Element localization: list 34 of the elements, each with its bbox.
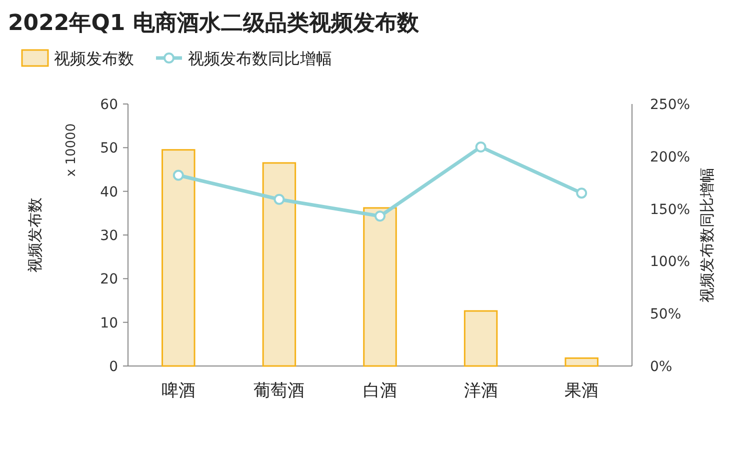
- y-axis-title: 视频发布数: [26, 198, 44, 272]
- y2-tick-label: 250%: [650, 97, 690, 113]
- point: [274, 194, 285, 205]
- y2-tick-label: 100%: [650, 254, 690, 270]
- bar: [162, 149, 196, 367]
- y2-tick-label: 150%: [650, 202, 690, 218]
- y2-tick-label: 0%: [650, 359, 672, 375]
- y-tick-label: 50: [100, 140, 118, 157]
- y-tick-label: 40: [100, 184, 118, 200]
- bar: [464, 310, 498, 367]
- x-tick-label: 白酒: [363, 381, 397, 401]
- point: [172, 170, 184, 181]
- bar: [262, 162, 296, 367]
- legend-label: 视频发布数: [54, 49, 134, 68]
- y2-axis-title: 视频发布数同比增幅: [698, 168, 716, 302]
- point: [374, 210, 386, 222]
- bar: [564, 357, 598, 367]
- y2-tick-label: 50%: [650, 306, 682, 323]
- y-tick-label: 60: [100, 97, 118, 113]
- text: x 10000: [64, 123, 79, 177]
- y-tick-label: 0: [109, 359, 118, 375]
- point: [576, 188, 588, 199]
- x-tick-label: 啤酒: [161, 381, 196, 401]
- y-tick-label: 10: [100, 315, 118, 332]
- point: [475, 141, 486, 152]
- x-tick-label: 洋酒: [464, 381, 498, 401]
- y-tick-label: 20: [100, 272, 118, 288]
- y2-tick-label: 200%: [650, 149, 690, 166]
- x-tick-label: 果酒: [564, 381, 599, 401]
- chart-title: 2022年Q1 电商酒水二级品类视频发布数: [8, 10, 420, 36]
- y-tick-label: 30: [100, 228, 118, 244]
- x-tick-label: 葡萄酒: [254, 381, 305, 401]
- legend-label: 视频发布数同比增幅: [188, 49, 332, 68]
- bar: [363, 207, 397, 367]
